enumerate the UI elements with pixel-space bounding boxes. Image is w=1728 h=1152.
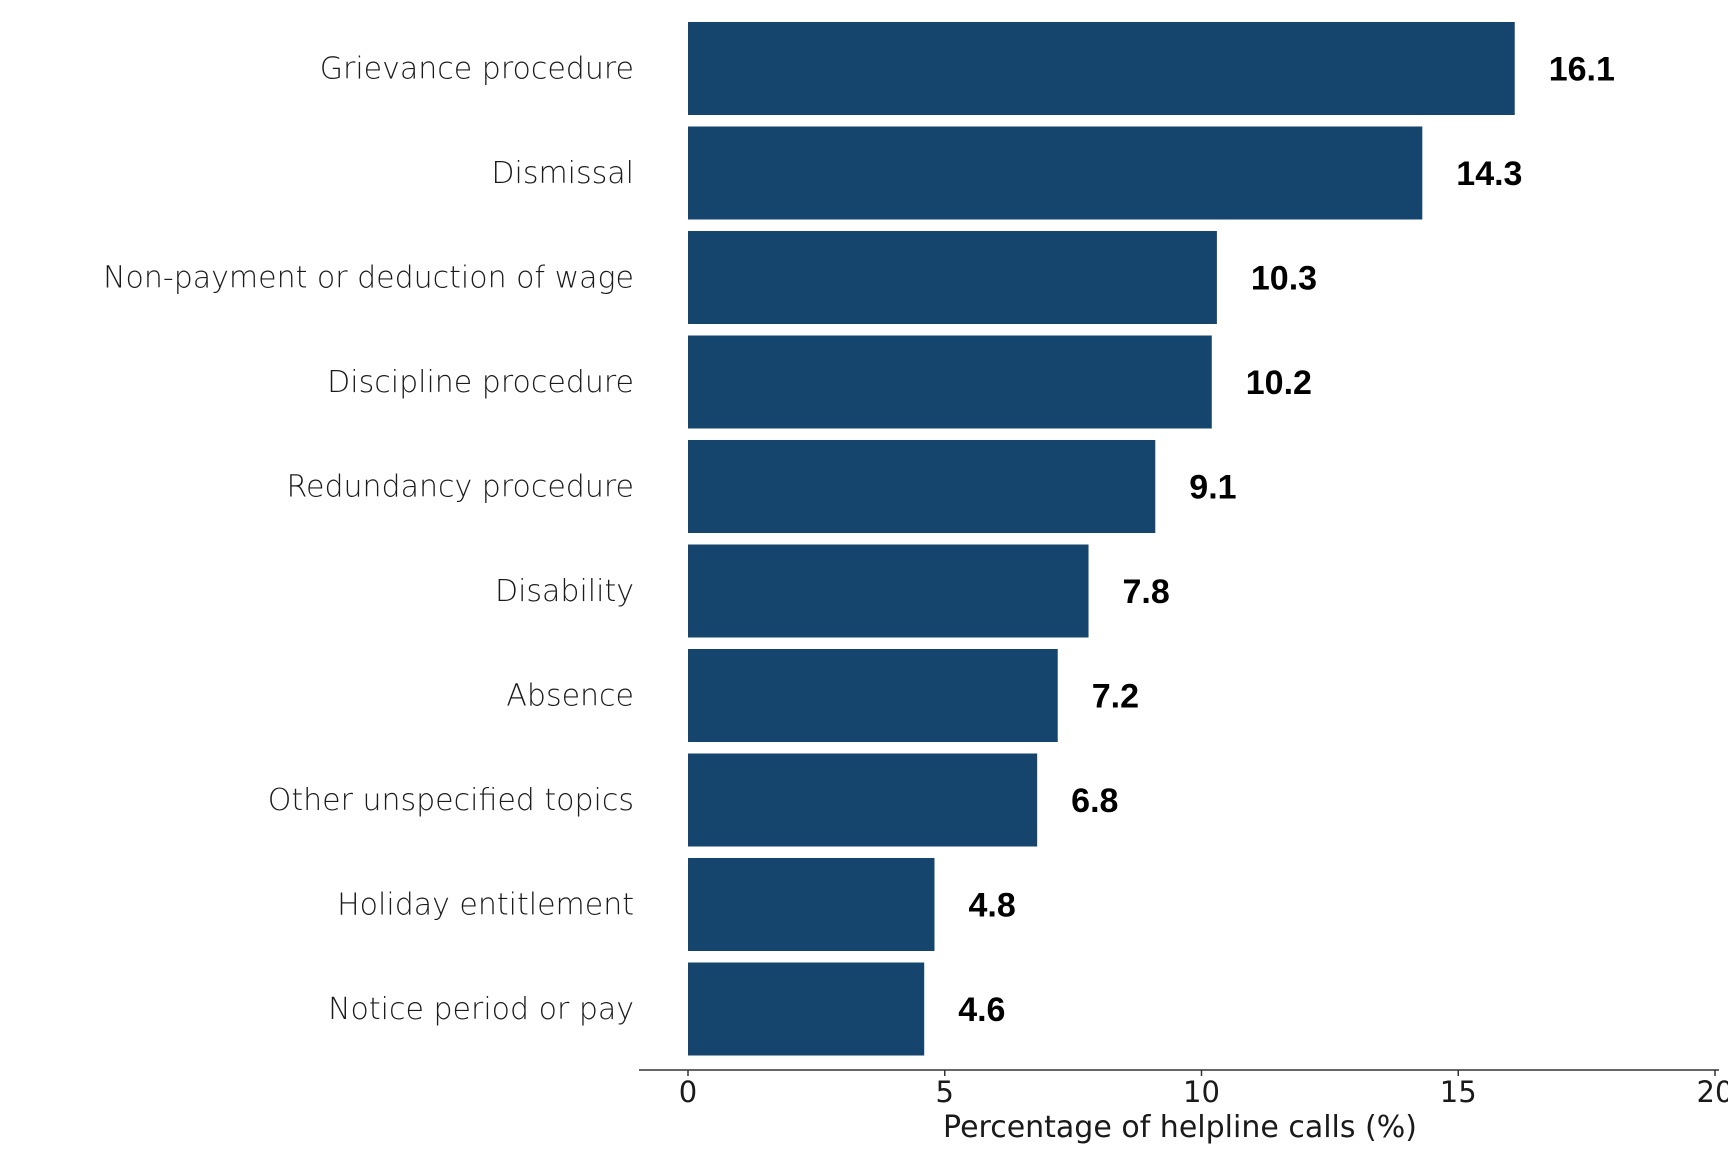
data-label: 10.2 bbox=[1246, 364, 1312, 402]
category-label: Holiday entitlement bbox=[337, 888, 634, 923]
x-axis-label: Percentage of helpline calls (%) bbox=[943, 1110, 1417, 1145]
bar bbox=[688, 649, 1058, 742]
category-label: Redundancy procedure bbox=[287, 470, 634, 505]
x-tick-label: 20 bbox=[1697, 1075, 1728, 1109]
data-label: 4.6 bbox=[958, 991, 1005, 1029]
category-label: Disability bbox=[495, 574, 634, 609]
bar bbox=[688, 126, 1423, 220]
data-label: 6.8 bbox=[1071, 782, 1118, 820]
data-label: 7.2 bbox=[1092, 678, 1139, 716]
category-label: Grievance procedure bbox=[320, 52, 634, 87]
data-label: 9.1 bbox=[1189, 469, 1236, 507]
bar bbox=[688, 440, 1156, 533]
data-label: 7.8 bbox=[1123, 573, 1170, 611]
category-label: Absence bbox=[506, 679, 634, 714]
bar bbox=[688, 544, 1089, 638]
bar bbox=[688, 22, 1515, 115]
bar bbox=[688, 753, 1038, 847]
x-tick-label: 5 bbox=[936, 1075, 954, 1109]
category-label: Other unspecified topics bbox=[268, 783, 634, 818]
data-label: 16.1 bbox=[1549, 51, 1615, 89]
bar bbox=[688, 231, 1217, 324]
bar bbox=[688, 962, 925, 1056]
x-tick-label: 0 bbox=[679, 1075, 697, 1109]
data-label: 14.3 bbox=[1456, 155, 1522, 193]
data-label: 4.8 bbox=[968, 887, 1015, 925]
bar bbox=[688, 335, 1212, 429]
category-label: Dismissal bbox=[491, 156, 634, 191]
category-label: Non-payment or deduction of wage bbox=[103, 261, 634, 296]
x-tick-label: 15 bbox=[1440, 1075, 1477, 1109]
bars-group: Grievance procedure 16.1 Dismissal 14.3 Non-… bbox=[103, 22, 1615, 1056]
data-label: 10.3 bbox=[1251, 260, 1317, 298]
x-tick-label: 10 bbox=[1183, 1075, 1220, 1109]
category-label: Notice period or pay bbox=[328, 992, 634, 1027]
category-label: Discipline procedure bbox=[327, 365, 634, 400]
x-ticks-group: 0 5 10 15 20 bbox=[679, 1070, 1728, 1109]
bar bbox=[688, 858, 935, 951]
